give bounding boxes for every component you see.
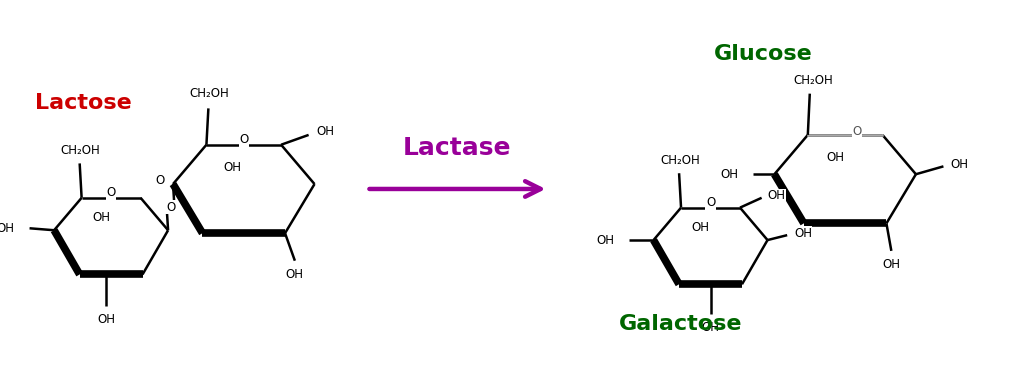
- Text: OH: OH: [0, 222, 14, 235]
- Text: OH: OH: [596, 234, 614, 246]
- Text: OH: OH: [316, 125, 334, 138]
- Text: O: O: [240, 134, 249, 146]
- Text: CH₂OH: CH₂OH: [60, 144, 100, 157]
- Text: OH: OH: [286, 268, 304, 281]
- Text: Galactose: Galactose: [620, 313, 742, 334]
- Text: OH: OH: [92, 211, 111, 224]
- Text: O: O: [156, 174, 165, 187]
- Text: OH: OH: [691, 221, 710, 234]
- Text: OH: OH: [720, 168, 738, 181]
- Text: OH: OH: [826, 151, 845, 164]
- Text: OH: OH: [701, 321, 720, 334]
- Text: OH: OH: [767, 189, 785, 202]
- Text: O: O: [706, 196, 715, 209]
- Text: OH: OH: [950, 158, 968, 171]
- Text: CH₂OH: CH₂OH: [189, 87, 229, 100]
- Text: OH: OH: [223, 161, 241, 174]
- Text: Lactase: Lactase: [403, 136, 512, 160]
- Text: OH: OH: [883, 258, 900, 271]
- Text: CH₂OH: CH₂OH: [794, 74, 834, 88]
- Text: OH: OH: [794, 227, 812, 240]
- Text: O: O: [852, 125, 861, 138]
- Text: OH: OH: [97, 313, 115, 326]
- Text: O: O: [106, 186, 116, 199]
- Text: O: O: [166, 200, 175, 214]
- Text: CH₂OH: CH₂OH: [660, 154, 700, 167]
- Text: Lactose: Lactose: [36, 94, 132, 113]
- Text: Glucose: Glucose: [714, 45, 812, 64]
